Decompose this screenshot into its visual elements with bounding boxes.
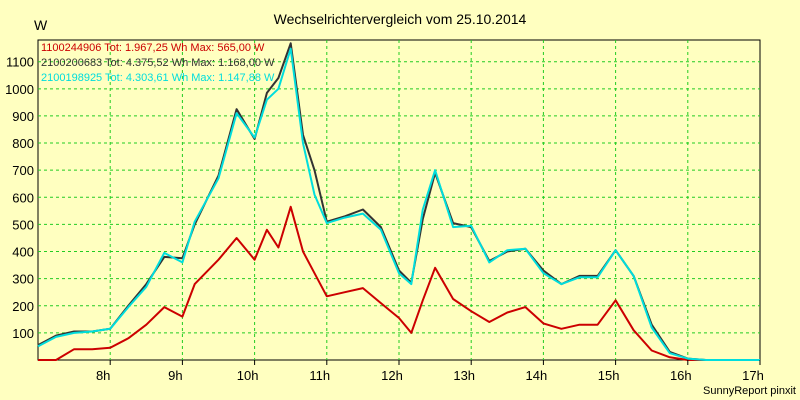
x-tick-label: 12h [381, 368, 403, 383]
legend-entry-1100244906: 1100244906 Tot: 1.967,25 Wh Max: 565,00 … [41, 42, 265, 54]
series-line-1100244906 [38, 205, 760, 361]
y-tick-label: 700 [12, 163, 34, 178]
y-tick-label: 200 [12, 299, 34, 314]
legend-entry-2100198925: 2100198925 Tot: 4.303,61 Wh Max: 1.147,8… [41, 72, 275, 84]
y-axis-unit: W [34, 17, 48, 33]
series-lines [37, 42, 760, 361]
x-tick-label: 9h [168, 368, 182, 383]
series-line-2100198925 [37, 47, 760, 361]
credit-label: SunnyReport pinxit [703, 385, 796, 397]
grid [38, 40, 760, 360]
legend: 1100244906 Tot: 1.967,25 Wh Max: 565,00 … [41, 42, 275, 84]
y-tick-label: 500 [12, 217, 34, 232]
x-tick-label: 8h [96, 368, 110, 383]
y-tick-label: 100 [12, 326, 34, 341]
y-tick-label: 1000 [5, 82, 34, 97]
axis-ticks: 100 200 300 400 500 600 700 800 900 1000 1100 8h 9h 1… [5, 55, 764, 383]
y-tick-label: 600 [12, 190, 34, 205]
x-tick-label: 16h [670, 368, 692, 383]
x-tick-label: 15h [598, 368, 620, 383]
x-tick-label: 13h [453, 368, 475, 383]
chart-title: Wechselrichtervergleich vom 25.10.2014 [274, 11, 527, 27]
y-tick-label: 1100 [6, 55, 34, 70]
x-tick-label: 14h [526, 368, 548, 383]
y-tick-label: 400 [12, 245, 34, 260]
y-tick-label: 800 [12, 136, 34, 151]
y-tick-label: 300 [12, 272, 34, 287]
y-tick-label: 900 [12, 109, 34, 124]
x-tick-label: 17h [742, 368, 764, 383]
legend-entry-2100200683: 2100200683 Tot: 4.375,52 Wh Max: 1.168,0… [41, 57, 275, 69]
x-tick-label: 11h [309, 368, 330, 383]
x-tick-label: 10h [237, 368, 259, 383]
